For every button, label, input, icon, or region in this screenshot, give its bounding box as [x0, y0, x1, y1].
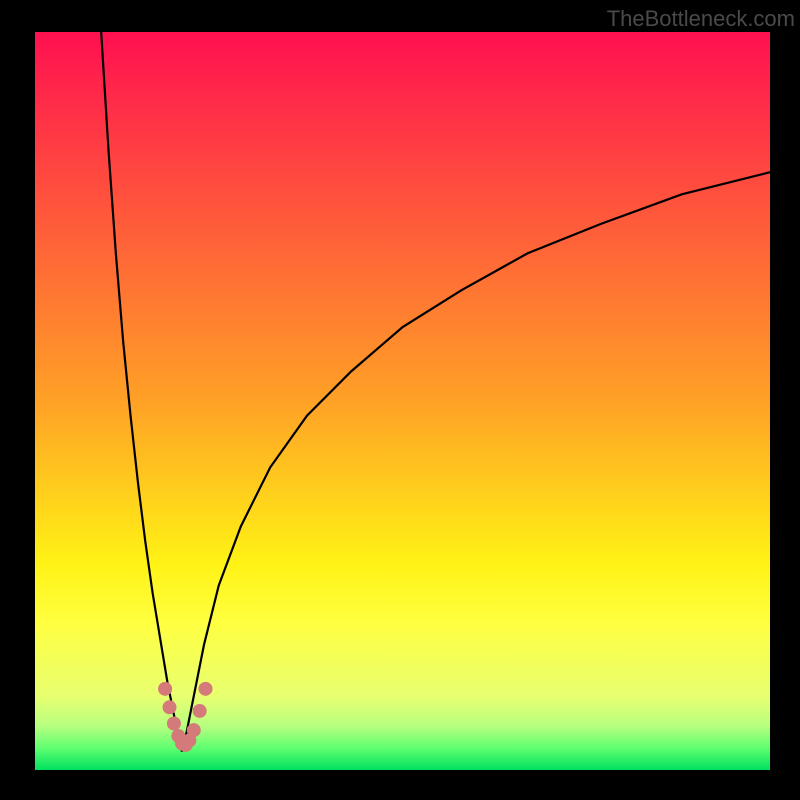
cusp-marker-group: [158, 682, 212, 752]
cusp-marker: [193, 704, 207, 718]
curve-layer: [35, 32, 770, 770]
plot-area: [35, 32, 770, 770]
cusp-marker: [158, 682, 172, 696]
curve-right-branch: [182, 172, 770, 751]
cusp-marker: [163, 700, 177, 714]
cusp-marker: [199, 682, 213, 696]
watermark-text: TheBottleneck.com: [607, 6, 795, 32]
outer-frame: TheBottleneck.com: [0, 0, 800, 800]
curve-left-branch: [101, 32, 182, 752]
cusp-marker: [187, 723, 201, 737]
cusp-marker: [167, 717, 181, 731]
